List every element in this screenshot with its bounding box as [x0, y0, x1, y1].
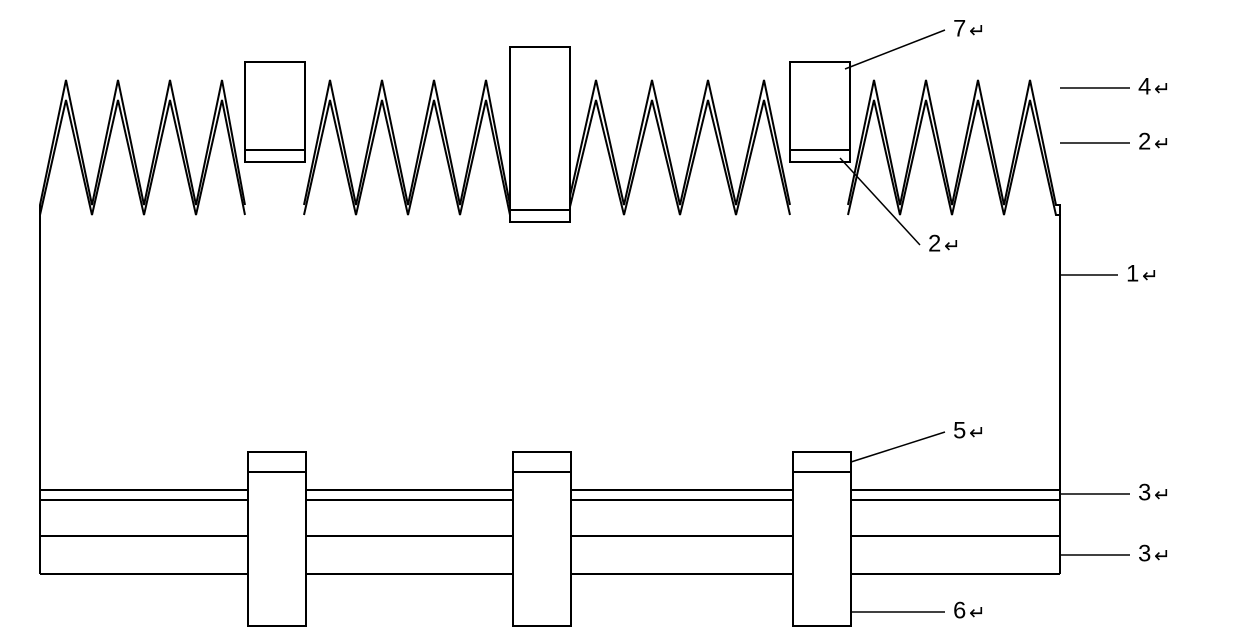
- leader-arrow-icon: ↵: [1154, 133, 1171, 155]
- leader-label: 1: [1126, 260, 1139, 287]
- leader-label: 2: [1138, 128, 1151, 155]
- leader-label: 3: [1138, 479, 1151, 506]
- leader-arrow-icon: ↵: [969, 602, 986, 624]
- bottom-block: [248, 452, 306, 626]
- leader-arrow-icon: ↵: [944, 235, 961, 257]
- leader-line: [851, 432, 945, 462]
- leader-arrow-icon: ↵: [969, 20, 986, 42]
- leader-label: 4: [1138, 73, 1151, 100]
- diagram-svg: 7↵4↵2↵2↵1↵5↵3↵3↵6↵: [0, 0, 1240, 635]
- leader-label: 2: [928, 230, 941, 257]
- outer-zigzag-seg: [304, 80, 510, 205]
- outer-zigzag-seg: [568, 80, 790, 205]
- leader-label: 3: [1138, 540, 1151, 567]
- inner-zigzag-seg: [40, 100, 245, 490]
- top-block: [245, 62, 305, 162]
- leader-arrow-icon: ↵: [1154, 545, 1171, 567]
- leader-arrow-icon: ↵: [1142, 265, 1159, 287]
- bottom-block: [793, 452, 851, 626]
- leader-arrow-icon: ↵: [1154, 484, 1171, 506]
- leader-label: 6: [953, 597, 966, 624]
- leader-label: 7: [953, 15, 966, 42]
- bottom-block: [513, 452, 571, 626]
- top-block: [510, 47, 570, 222]
- leader-arrow-icon: ↵: [969, 422, 986, 444]
- leader-label: 5: [953, 417, 966, 444]
- leader-line: [845, 30, 945, 69]
- top-block: [790, 62, 850, 162]
- leader-arrow-icon: ↵: [1154, 78, 1171, 100]
